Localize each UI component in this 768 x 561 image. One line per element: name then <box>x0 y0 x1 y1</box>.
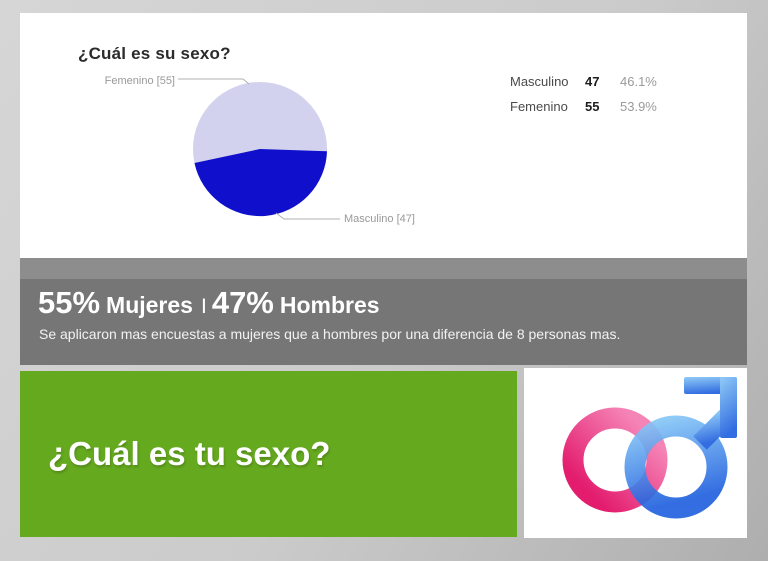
pie-label-femenino: Femenino [55] <box>104 75 175 87</box>
survey-chart-panel: ¿Cuál es su sexo? Femenino [55] Masculin… <box>20 13 747 258</box>
pie-legend: Masculino 47 46.1% Femenino 55 53.9% <box>510 69 657 119</box>
legend-pct: 46.1% <box>620 74 657 89</box>
stats-bar: 55% Mujeres I 47% Hombres Se aplicaron m… <box>20 279 747 365</box>
leader-line-masculino <box>275 212 340 220</box>
male-symbol-icon <box>624 377 737 519</box>
leader-line-femenino <box>178 78 250 85</box>
female-symbol-icon <box>534 407 668 538</box>
pie-slice-masculino <box>194 149 327 217</box>
stats-bar-top-strip <box>20 258 747 279</box>
men-percent: 47% <box>211 285 274 320</box>
legend-name: Femenino <box>510 99 568 114</box>
separator: I <box>200 295 207 318</box>
men-label: Hombres <box>279 292 380 318</box>
legend-name: Masculino <box>510 74 569 89</box>
stats-heading: 55% Mujeres I 47% Hombres <box>38 285 380 321</box>
question-panel: ¿Cuál es tu sexo? <box>20 371 517 537</box>
pie-chart-icon <box>178 78 340 220</box>
stats-description: Se aplicaron mas encuestas a mujeres que… <box>39 326 621 342</box>
legend-pct: 53.9% <box>620 99 657 114</box>
pie-label-masculino: Masculino [47] <box>344 213 415 225</box>
gender-symbols-icon <box>534 377 737 538</box>
legend-value: 55 <box>585 99 600 114</box>
women-label: Mujeres <box>106 292 193 318</box>
women-percent: 55% <box>38 285 101 320</box>
legend-value: 47 <box>585 74 600 89</box>
question-text: ¿Cuál es tu sexo? <box>48 435 331 472</box>
chart-title: ¿Cuál es su sexo? <box>78 44 231 63</box>
gender-symbols-panel <box>524 368 747 538</box>
legend-row-masculino: Masculino 47 46.1% <box>510 69 657 94</box>
legend-row-femenino: Femenino 55 53.9% <box>510 94 657 119</box>
